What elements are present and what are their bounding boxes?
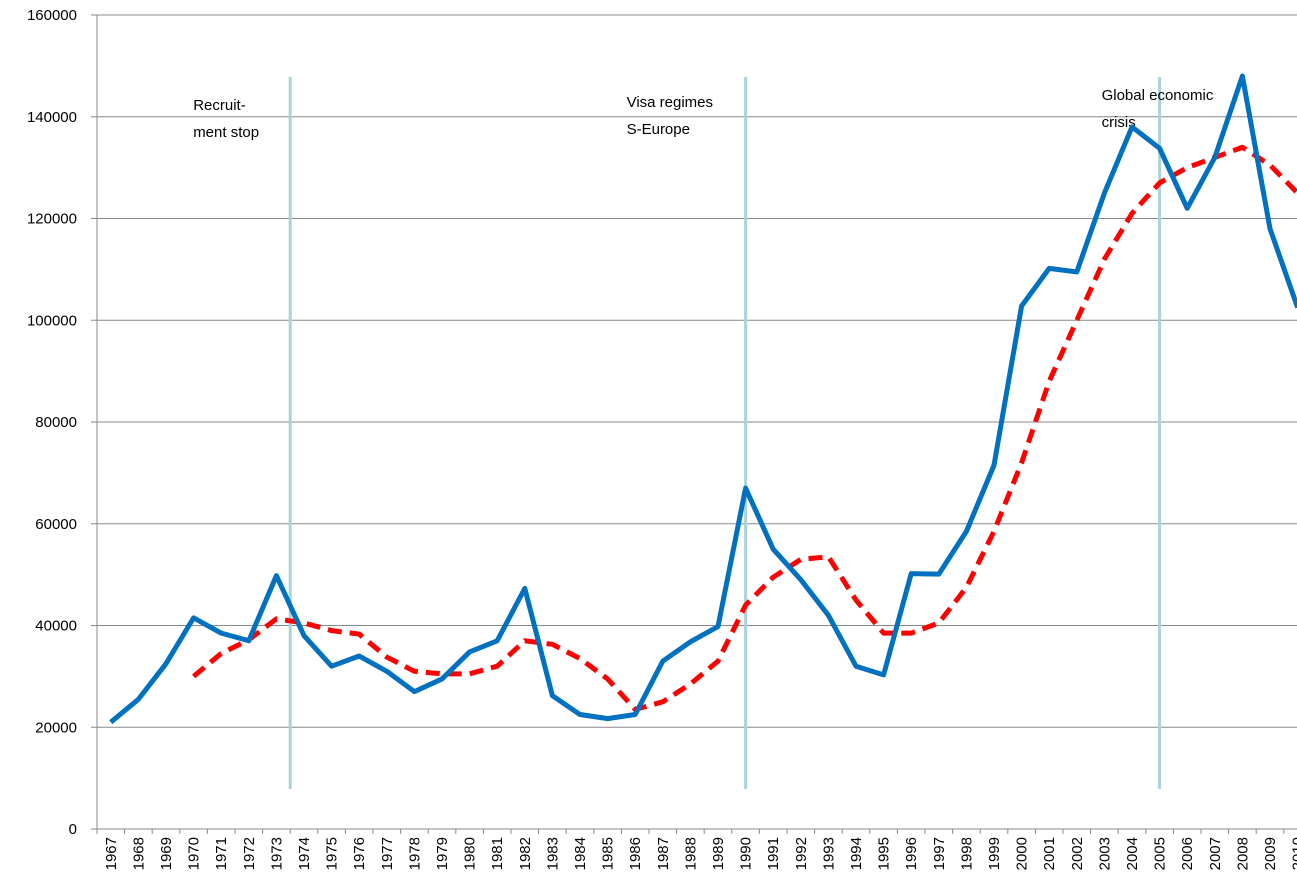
- x-tick-label: 2009: [1262, 837, 1279, 870]
- x-tick-label: 1969: [158, 837, 175, 870]
- y-tick-label: 20000: [35, 719, 77, 736]
- x-tick-label: 2002: [1069, 837, 1086, 870]
- annotation: Global economic: [1102, 87, 1214, 104]
- x-tick-label: 1976: [351, 837, 368, 870]
- annotation: crisis: [1102, 114, 1136, 131]
- series-line: [109, 73, 1297, 725]
- x-tick-label: 1994: [848, 837, 865, 870]
- x-tick-label: 2004: [1124, 837, 1141, 870]
- x-tick-label: 1993: [820, 837, 837, 870]
- x-tick-label: 1990: [738, 837, 755, 870]
- x-tick-label: 1996: [903, 837, 920, 870]
- x-tick-label: 2003: [1096, 837, 1113, 870]
- x-tick-label: 1974: [296, 837, 313, 870]
- series-line: [192, 144, 1297, 712]
- x-tick-label: 1999: [986, 837, 1003, 870]
- x-tick-label: 2010: [1290, 837, 1297, 870]
- x-tick-label: 1967: [103, 837, 120, 870]
- annotation: Visa regimes: [627, 94, 713, 111]
- annotation: Recruit-: [193, 97, 246, 114]
- x-tick-label: 1980: [462, 837, 479, 870]
- x-tick-label: 2007: [1207, 837, 1224, 870]
- x-tick-label: 1987: [655, 837, 672, 870]
- x-tick-label: 1991: [765, 837, 782, 870]
- annotation: ment stop: [193, 124, 259, 141]
- x-tick-label: 1971: [213, 837, 230, 870]
- x-tick-label: 1982: [517, 837, 534, 870]
- x-tick-label: 1972: [241, 837, 258, 870]
- x-tick-label: 1997: [931, 837, 948, 870]
- x-tick-label: 2005: [1152, 837, 1169, 870]
- x-tick-label: 1977: [379, 837, 396, 870]
- x-tick-label: 1985: [600, 837, 617, 870]
- y-tick-label: 100000: [27, 312, 77, 329]
- x-tick-label: 1981: [489, 837, 506, 870]
- y-tick-label: 120000: [27, 211, 77, 228]
- y-tick-label: 60000: [35, 516, 77, 533]
- y-tick-label: 0: [69, 821, 77, 838]
- x-tick-label: 2001: [1041, 837, 1058, 870]
- x-tick-label: 1975: [324, 837, 341, 870]
- x-tick-label: 1970: [186, 837, 203, 870]
- x-tick-label: 1995: [876, 837, 893, 870]
- y-tick-label: 40000: [35, 618, 77, 635]
- x-tick-label: 1988: [682, 837, 699, 870]
- x-tick-label: 1983: [544, 837, 561, 870]
- x-tick-label: 2000: [1014, 837, 1031, 870]
- x-tick-label: 1979: [434, 837, 451, 870]
- x-tick-label: 1998: [958, 837, 975, 870]
- x-tick-label: 1989: [710, 837, 727, 870]
- x-tick-label: 1968: [130, 837, 147, 870]
- x-tick-label: 1984: [572, 837, 589, 870]
- y-tick-label: 80000: [35, 414, 77, 431]
- x-tick-label: 1986: [627, 837, 644, 870]
- y-tick-label: 160000: [27, 7, 77, 24]
- x-tick-label: 1978: [406, 837, 423, 870]
- x-tick-label: 2006: [1179, 837, 1196, 870]
- x-tick-label: 1973: [268, 837, 285, 870]
- y-tick-label: 140000: [27, 109, 77, 126]
- annotation: S-Europe: [627, 121, 690, 138]
- x-tick-label: 2008: [1234, 837, 1251, 870]
- x-tick-label: 1992: [793, 837, 810, 870]
